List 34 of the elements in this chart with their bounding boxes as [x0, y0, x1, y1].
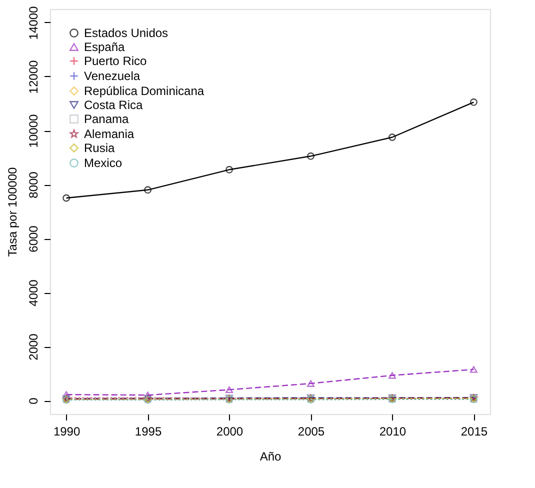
y-axis-title: Tasa por 100000: [6, 166, 20, 257]
y-tick-label: 2000: [26, 333, 40, 360]
x-tick-label: 2005: [298, 424, 325, 438]
y-tick-label: 6000: [26, 225, 40, 252]
legend-label: República Dominicana: [84, 84, 204, 98]
x-axis-title: Año: [260, 450, 282, 464]
legend-label: Puerto Rico: [84, 54, 148, 68]
legend-label: Venezuela: [84, 69, 140, 83]
point: [388, 372, 396, 379]
x-tick-label: 2010: [379, 424, 406, 438]
x-tick-label: 1995: [134, 424, 162, 438]
legend-label: Panama: [84, 112, 130, 126]
legend-label: Costa Rica: [84, 98, 144, 112]
y-tick-label: 0: [26, 397, 40, 404]
point: [306, 152, 315, 160]
y-tick-label: 12000: [26, 60, 40, 94]
y-tick-label: 10000: [26, 114, 40, 148]
legend-label: Alemania: [84, 127, 134, 141]
point: [225, 386, 234, 394]
x-tick-label: 2015: [460, 424, 488, 438]
point: [388, 133, 396, 142]
point: [470, 366, 478, 373]
y-tick-label: 14000: [26, 6, 40, 40]
point: [144, 186, 152, 194]
y-tick-label: 8000: [26, 171, 40, 198]
legend-label: España: [84, 40, 126, 54]
legend-label: Mexico: [84, 156, 122, 170]
legend-label: Rusia: [84, 141, 116, 155]
y-tick-label: 4000: [26, 279, 40, 306]
legend-label: Estados Unidos: [84, 26, 168, 40]
point: [306, 380, 315, 387]
x-tick-label: 2000: [216, 424, 244, 438]
x-tick-label: 1990: [53, 424, 80, 438]
point: [225, 166, 234, 174]
